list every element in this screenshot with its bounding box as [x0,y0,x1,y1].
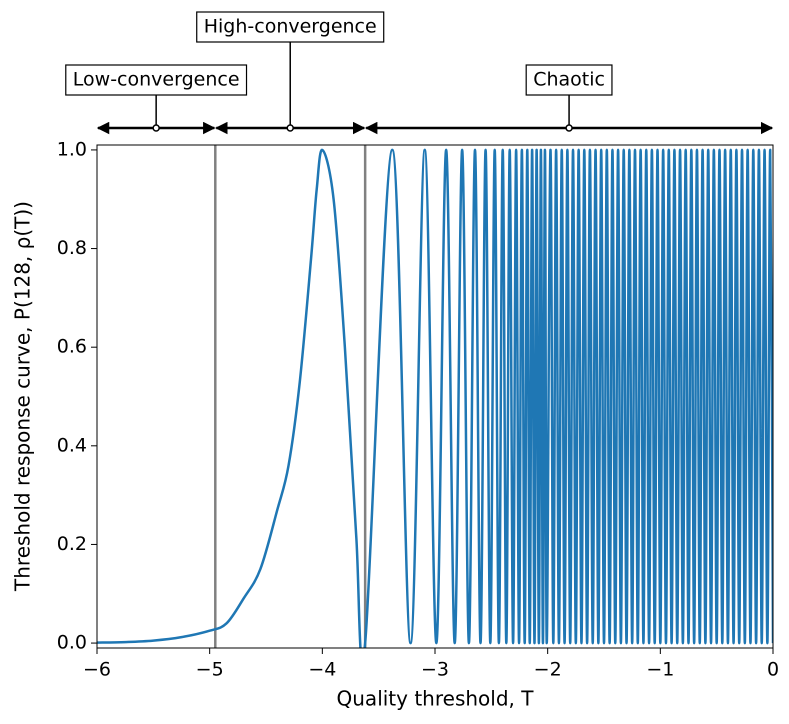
x-tick-label: 0 [767,659,779,681]
y-tick-label: 0.8 [57,237,87,259]
y-tick-label: 0.6 [57,336,87,358]
x-tick-label: −4 [308,659,336,681]
x-tick-label: −1 [646,659,674,681]
response-curve [97,148,773,648]
y-tick-label: 1.0 [57,138,87,160]
plot-frame [96,144,774,649]
region-label-box [525,64,613,96]
y-tick-label: 0.0 [57,632,87,654]
y-axis-label: Threshold response curve, P(128, ρ(T)) [11,201,35,592]
region-label: High-convergence [204,16,377,38]
y-tick-label: 0.2 [57,533,87,555]
x-tick-label: −6 [83,659,111,681]
x-tick-label: −3 [421,659,449,681]
pointer-dot [152,124,160,132]
region-label: Chaotic [533,69,605,91]
y-tick-label: 0.4 [57,434,87,456]
pointer-dot [286,124,294,132]
x-tick-label: −5 [196,659,224,681]
region-label-box [65,64,248,96]
region-label: Low-convergence [73,69,240,91]
region-label-box [196,11,385,43]
pointer-dot [565,124,573,132]
x-axis-label: Quality threshold, T [337,687,535,711]
x-tick-label: −2 [534,659,562,681]
